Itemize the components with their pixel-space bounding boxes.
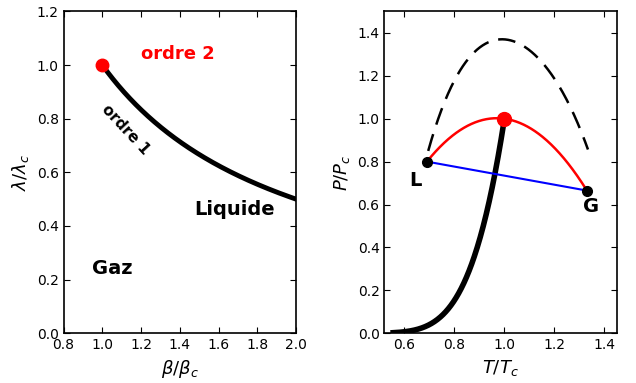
Text: ordre 1: ordre 1 (99, 101, 152, 157)
Text: G: G (583, 197, 598, 216)
Text: ordre 2: ordre 2 (141, 46, 215, 63)
Text: Liquide: Liquide (194, 200, 274, 219)
X-axis label: $\beta/\beta_c$: $\beta/\beta_c$ (161, 358, 199, 380)
X-axis label: $T/T_c$: $T/T_c$ (482, 358, 519, 378)
Text: L: L (410, 171, 422, 190)
Y-axis label: $P/P_c$: $P/P_c$ (332, 154, 352, 191)
Y-axis label: $\lambda/\lambda_c$: $\lambda/\lambda_c$ (10, 154, 31, 191)
Text: Gaz: Gaz (92, 259, 132, 278)
